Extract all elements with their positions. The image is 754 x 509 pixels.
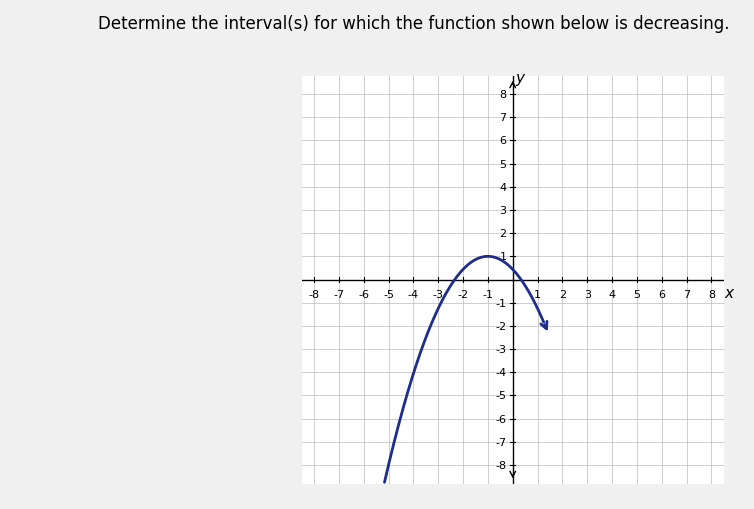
Text: 4: 4 xyxy=(608,289,615,299)
Text: y: y xyxy=(516,71,525,86)
Text: 7: 7 xyxy=(499,113,507,123)
Text: -5: -5 xyxy=(383,289,394,299)
Text: -3: -3 xyxy=(495,345,507,354)
Text: 6: 6 xyxy=(658,289,665,299)
Text: x: x xyxy=(725,285,734,300)
Text: -6: -6 xyxy=(358,289,369,299)
Text: 2: 2 xyxy=(559,289,566,299)
Text: -4: -4 xyxy=(408,289,419,299)
Text: 6: 6 xyxy=(499,136,507,146)
Text: 7: 7 xyxy=(683,289,690,299)
Text: 4: 4 xyxy=(499,182,507,192)
Text: -4: -4 xyxy=(495,367,507,378)
Text: Determine the interval(s) for which the function shown below is decreasing.: Determine the interval(s) for which the … xyxy=(98,15,730,33)
Text: -2: -2 xyxy=(495,321,507,331)
Text: 1: 1 xyxy=(499,252,507,262)
Text: 8: 8 xyxy=(708,289,715,299)
Text: 3: 3 xyxy=(584,289,590,299)
Text: -3: -3 xyxy=(433,289,443,299)
Text: 5: 5 xyxy=(633,289,640,299)
Text: -7: -7 xyxy=(333,289,345,299)
Text: 3: 3 xyxy=(499,206,507,215)
Text: -1: -1 xyxy=(483,289,493,299)
Text: -2: -2 xyxy=(458,289,468,299)
Text: -8: -8 xyxy=(495,460,507,470)
Text: -7: -7 xyxy=(495,437,507,447)
Text: -1: -1 xyxy=(495,298,507,308)
Text: 8: 8 xyxy=(499,90,507,100)
Text: -5: -5 xyxy=(495,390,507,401)
Text: -8: -8 xyxy=(308,289,320,299)
Text: 5: 5 xyxy=(499,159,507,169)
Text: 2: 2 xyxy=(499,229,507,239)
Text: 1: 1 xyxy=(534,289,541,299)
Text: -6: -6 xyxy=(495,414,507,424)
